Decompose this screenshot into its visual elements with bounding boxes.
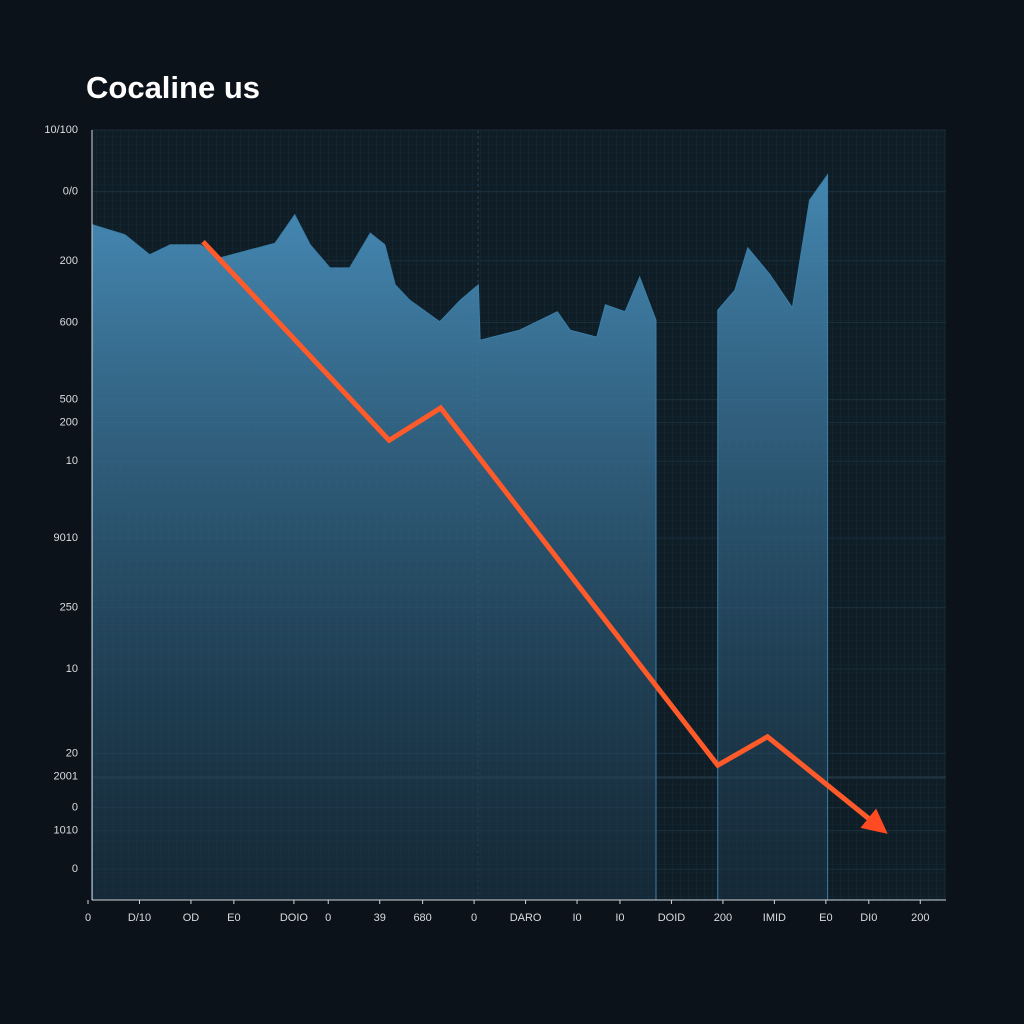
x-tick-label: D/10 (128, 912, 151, 924)
trend-line (201, 239, 888, 834)
x-tick-label: I0 (615, 912, 624, 924)
y-tick-label: 1010 (54, 825, 78, 837)
y-tick-label: 10 (66, 455, 78, 467)
x-tick-label: 200 (911, 912, 929, 924)
chart-title: Cocaline us (86, 70, 260, 105)
y-tick-label: 0 (72, 802, 78, 814)
y-tick-label: 10 (66, 663, 78, 675)
y-tick-label: 200 (60, 255, 78, 267)
x-tick-label: E0 (227, 912, 240, 924)
marks (91, 129, 946, 901)
x-tick-label: 680 (413, 912, 431, 924)
x-tick-label: OD (183, 912, 200, 924)
x-tick-label: DI0 (860, 912, 877, 924)
x-tick-label: DARO (510, 912, 542, 924)
y-tick-label: 200 (60, 417, 78, 429)
y-tick-label: 500 (60, 393, 78, 405)
y-tick-label: 9010 (54, 532, 78, 544)
y-tick-label: 20 (66, 748, 78, 760)
x-tick-label: 200 (714, 912, 732, 924)
y-tick-label: 2001 (54, 771, 78, 783)
area (717, 173, 829, 901)
y-tick-label: 250 (60, 601, 78, 613)
x-tick-label: I0 (572, 912, 581, 924)
y-tick-label: 10/100 (44, 124, 78, 136)
x-tick-label: E0 (819, 912, 832, 924)
x-tick-label: 0 (85, 912, 91, 924)
y-tick-label: 0 (72, 863, 78, 875)
y-tick-label: 0/0 (63, 186, 78, 198)
y-tick-label: 600 (60, 316, 78, 328)
x-tick-label: 0 (325, 912, 331, 924)
x-tick-label: DOID (658, 912, 686, 924)
x-tick-label: 39 (374, 912, 386, 924)
area (91, 213, 657, 901)
x-tick-label: 0 (471, 912, 477, 924)
x-tick-label: IMID (763, 912, 786, 924)
x-tick-label: DOIO (280, 912, 309, 924)
